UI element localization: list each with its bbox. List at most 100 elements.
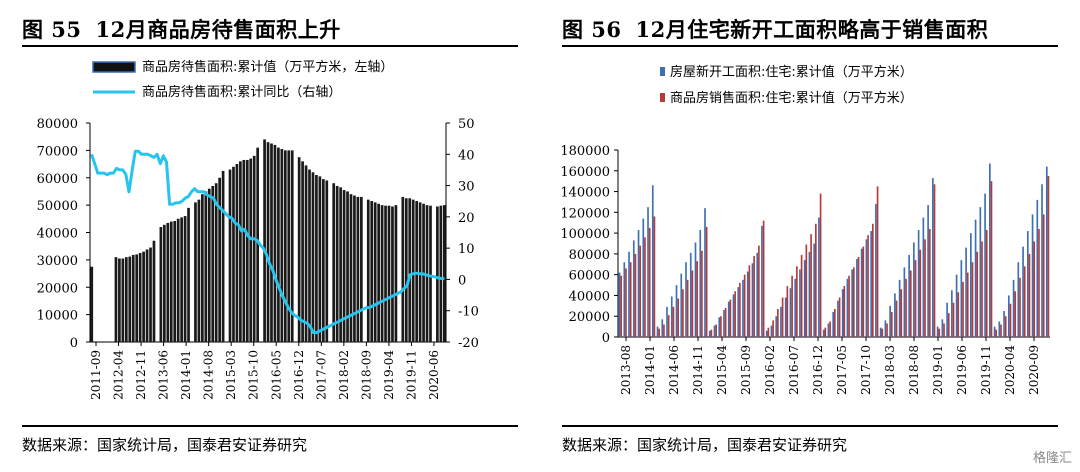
bar-new-starts xyxy=(689,252,692,337)
x-tick-label: 2014-11 xyxy=(691,345,705,395)
bar xyxy=(221,170,225,342)
figure-55-top-rule xyxy=(22,45,518,47)
bar xyxy=(346,191,349,342)
bar-sales xyxy=(625,268,627,337)
bar-new-starts xyxy=(656,326,659,337)
bar-new-starts xyxy=(704,208,706,337)
bar xyxy=(194,202,197,342)
left-tick-label: 80000 xyxy=(37,117,78,132)
bar-new-starts xyxy=(998,321,1001,337)
figure-55: 图 55 12月商品房待售面积上升 商品房待售面积:累计值（万平方米，左轴） 商品房… xyxy=(22,17,518,454)
bar-sales xyxy=(672,306,675,337)
bar xyxy=(297,157,301,342)
right-tick-label: -10 xyxy=(458,305,479,320)
bar-new-starts xyxy=(651,185,654,337)
bar xyxy=(342,190,346,342)
bar xyxy=(142,251,145,342)
x-tick-label: 2013-08 xyxy=(619,345,633,395)
bar xyxy=(245,159,249,342)
bar xyxy=(418,202,422,342)
bar xyxy=(135,254,139,342)
bar-sales xyxy=(933,184,936,337)
x-tick-label: 2017-07 xyxy=(314,350,328,400)
bar-sales xyxy=(819,193,822,337)
bar-sales xyxy=(777,308,779,337)
bar xyxy=(187,207,190,342)
bar xyxy=(360,196,363,342)
x-tick-label: 2015-10 xyxy=(247,350,261,400)
bar-new-starts xyxy=(851,269,853,337)
y-tick-label: 80000 xyxy=(569,248,610,263)
bar xyxy=(270,143,273,342)
bar xyxy=(436,206,439,342)
figure-55-chart: 商品房待售面积:累计值（万平方米，左轴）商品房待售面积:累计同比（右轴）0100… xyxy=(37,59,479,400)
bar-new-starts xyxy=(642,218,645,337)
bar-new-starts xyxy=(827,323,830,337)
bar-new-starts xyxy=(694,242,697,337)
bar xyxy=(138,253,142,342)
bar-sales xyxy=(677,298,680,337)
bar-new-starts xyxy=(908,254,910,337)
bar xyxy=(204,191,208,342)
bar-sales xyxy=(928,228,931,337)
x-tick-label: 2020-06 xyxy=(427,350,441,400)
bar-new-starts xyxy=(927,205,929,337)
bar xyxy=(173,221,177,342)
bar xyxy=(176,218,180,342)
bar-sales xyxy=(781,297,784,337)
bar xyxy=(349,194,353,342)
x-tick-label: 2012-11 xyxy=(134,350,148,400)
y-tick-label: 120000 xyxy=(560,206,610,221)
bar xyxy=(232,166,235,342)
bar-sales xyxy=(862,246,865,337)
bar xyxy=(401,196,405,342)
bar-sales xyxy=(924,239,926,337)
bar-sales xyxy=(1019,277,1021,337)
bar xyxy=(325,180,329,342)
x-tick-label: 2017-10 xyxy=(859,345,873,395)
bar-sales xyxy=(810,234,812,337)
bar xyxy=(169,221,173,342)
bar-new-starts xyxy=(666,306,668,337)
x-tick-label: 2018-03 xyxy=(883,345,897,395)
legend-bar-label: 商品房待售面积:累计值（万平方米，左轴） xyxy=(142,59,393,75)
bar xyxy=(131,254,135,342)
bar-sales xyxy=(767,327,770,337)
y-tick-label: 40000 xyxy=(569,289,610,304)
bar-new-starts xyxy=(818,217,820,337)
x-tick-label: 2018-02 xyxy=(337,350,351,400)
bar-sales xyxy=(981,241,983,337)
bar-new-starts xyxy=(822,329,825,337)
bar xyxy=(207,188,211,342)
bar-sales xyxy=(729,299,732,337)
bar-sales xyxy=(890,312,893,337)
bar-new-starts xyxy=(965,247,967,337)
bar-new-starts xyxy=(1031,214,1034,337)
bar-sales xyxy=(696,261,698,337)
bar-new-starts xyxy=(780,306,782,337)
right-tick-label: 10 xyxy=(458,242,475,257)
right-tick-label: -20 xyxy=(458,336,479,351)
bar-sales xyxy=(905,278,907,337)
bar-sales xyxy=(753,255,755,337)
bar-new-starts xyxy=(903,267,906,337)
bar-new-starts xyxy=(775,316,778,337)
bar xyxy=(162,224,166,342)
bar-new-starts xyxy=(685,262,687,337)
bar-new-starts xyxy=(884,320,887,337)
bar-new-starts xyxy=(680,273,683,337)
y-tick-label: 160000 xyxy=(560,165,610,180)
bar-sales xyxy=(1000,324,1002,337)
left-tick-label: 0 xyxy=(70,336,78,351)
legend-sales-swatch xyxy=(660,93,665,102)
bar-new-starts xyxy=(637,229,640,337)
bar-new-starts xyxy=(1045,166,1048,337)
bar xyxy=(408,198,412,342)
bar-new-starts xyxy=(894,293,896,337)
figure-55-source: 数据来源：国家统计局，国泰君安证券研究 xyxy=(22,436,308,454)
bar-new-starts xyxy=(936,326,939,337)
bar-sales xyxy=(1042,214,1045,337)
bar-new-starts xyxy=(941,319,944,337)
bar-new-starts xyxy=(789,288,792,337)
bar xyxy=(249,158,253,342)
